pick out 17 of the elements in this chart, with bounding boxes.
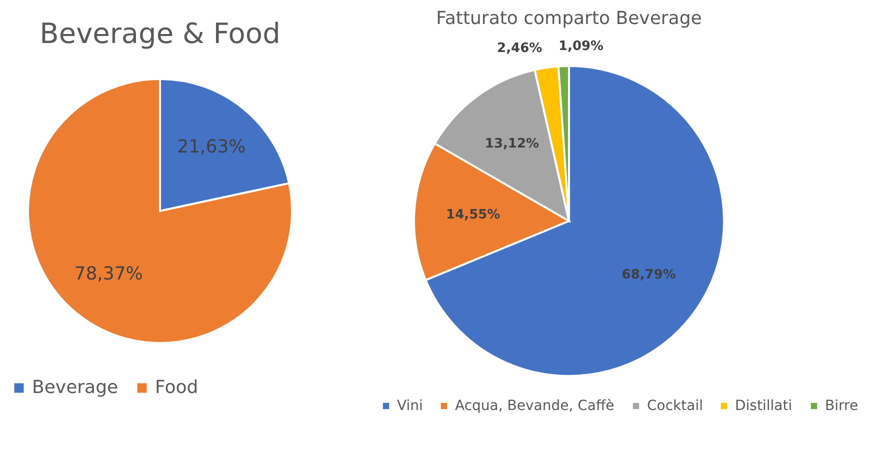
legend-label: Cocktail [647, 398, 703, 414]
chart-title: Fatturato comparto Beverage [436, 8, 702, 30]
legend-label: Acqua, Bevande, Caffè [455, 398, 614, 414]
pie-slice [27, 78, 293, 344]
data-label: 2,46% [497, 40, 542, 56]
data-label: 68,79% [622, 267, 676, 282]
data-label: 13,12% [484, 136, 540, 152]
data-label: 1,09% [558, 39, 604, 54]
data-label: 78,37% [74, 264, 143, 285]
chart-title: Beverage & Food [40, 17, 280, 50]
data-label: 21,63% [177, 136, 246, 158]
legend-label: Food [155, 377, 198, 398]
legend-label: Vini [397, 398, 423, 414]
legend-label: Beverage [32, 377, 118, 398]
legend-label: Distillati [735, 398, 792, 414]
legend-label: Birre [825, 398, 858, 414]
data-label: 14,55% [446, 208, 500, 223]
